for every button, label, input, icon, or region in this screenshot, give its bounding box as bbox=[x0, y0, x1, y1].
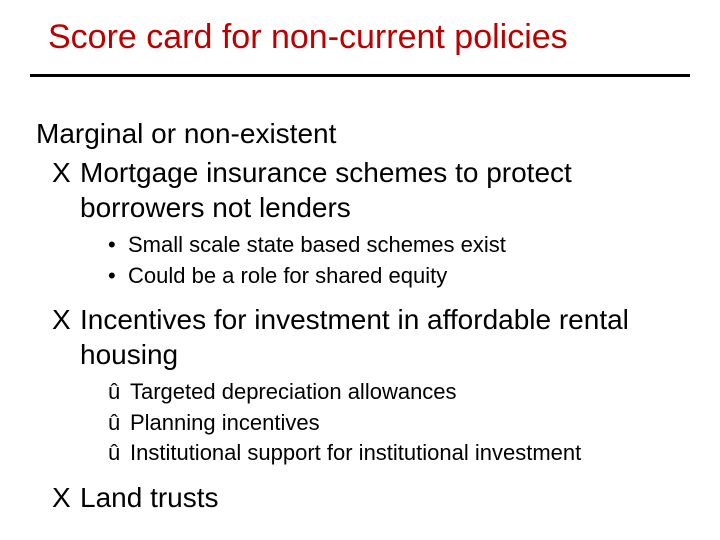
sub-item-text: Small scale state based schemes exist bbox=[128, 232, 506, 257]
slide-title: Score card for non-current policies bbox=[48, 18, 672, 57]
subheading: Marginal or non-existent bbox=[36, 116, 684, 151]
x-bullet-icon: X bbox=[52, 155, 80, 190]
sub-item-text: Could be a role for shared equity bbox=[128, 263, 447, 288]
wingding-bullet-icon: û bbox=[108, 439, 130, 468]
title-underline bbox=[30, 74, 690, 77]
sub-item-text: Institutional support for institutional … bbox=[130, 440, 581, 465]
wingding-bullet-icon: û bbox=[108, 409, 130, 438]
policy-item-text: Mortgage insurance schemes to protect bo… bbox=[80, 157, 572, 223]
sub-item: ûTargeted depreciation allowances bbox=[108, 378, 684, 407]
x-bullet-icon: X bbox=[52, 302, 80, 337]
policy-item: XLand trusts bbox=[36, 480, 684, 515]
sub-item-text: Targeted depreciation allowances bbox=[130, 379, 457, 404]
slide-body: Marginal or non-existent XMortgage insur… bbox=[36, 116, 684, 517]
dot-bullet-icon: • bbox=[108, 262, 128, 291]
policy-item-text: Land trusts bbox=[80, 482, 219, 513]
policy-item: XMortgage insurance schemes to protect b… bbox=[36, 155, 684, 225]
sub-item-text: Planning incentives bbox=[130, 410, 320, 435]
x-bullet-icon: X bbox=[52, 480, 80, 515]
sub-item: •Small scale state based schemes exist bbox=[108, 231, 684, 260]
slide: Score card for non-current policies Marg… bbox=[0, 0, 720, 540]
dot-bullet-icon: • bbox=[108, 231, 128, 260]
wingding-bullet-icon: û bbox=[108, 378, 130, 407]
sub-list: ûTargeted depreciation allowances ûPlann… bbox=[108, 378, 684, 468]
sub-item: ûInstitutional support for institutional… bbox=[108, 439, 684, 468]
policy-item-text: Incentives for investment in affordable … bbox=[80, 304, 629, 370]
sub-list: •Small scale state based schemes exist •… bbox=[108, 231, 684, 290]
sub-item: ûPlanning incentives bbox=[108, 409, 684, 438]
policy-item: XIncentives for investment in affordable… bbox=[36, 302, 684, 372]
sub-item: •Could be a role for shared equity bbox=[108, 262, 684, 291]
